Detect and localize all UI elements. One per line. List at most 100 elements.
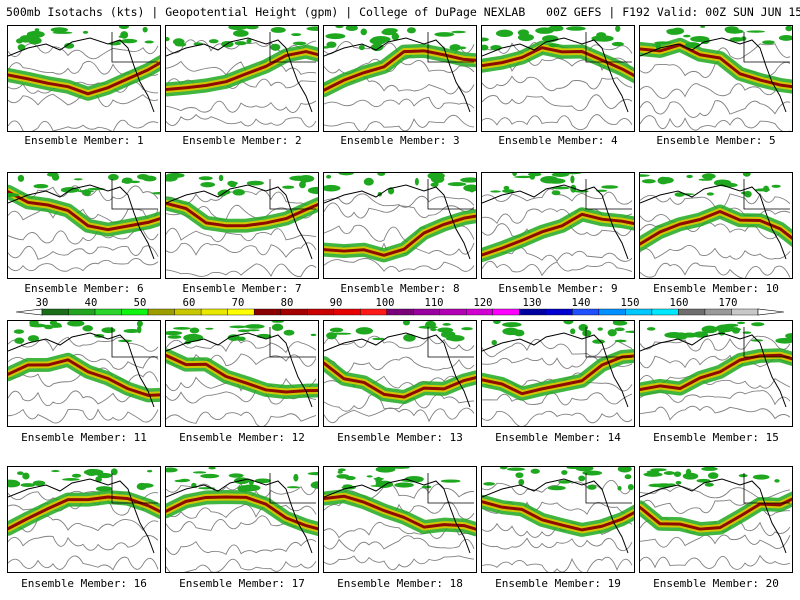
isotach-patch [77,189,95,193]
isotach-patch [391,467,410,469]
isotach-patch [218,174,224,182]
isotach-patch [246,180,264,186]
height-contour [166,113,317,128]
height-contour [166,60,317,76]
isotach-patch [582,329,592,337]
colorbar-segment [413,308,440,316]
isotach-patch [601,185,619,189]
colorbar-segment [572,308,600,316]
height-contour [640,262,791,278]
isotach-band [482,46,634,78]
isotach-patch [430,328,437,332]
ensemble-member-label: Ensemble Member: 14 [495,431,621,444]
colorbar-segment [147,308,175,316]
isotach-patch [120,38,138,44]
isotach-patch [612,321,628,326]
ensemble-member-label: Ensemble Member: 8 [340,282,460,295]
isotach-patch [118,26,130,30]
political-border [585,179,632,210]
wind-speed-colorbar: 30 40 50 60 70 80 90 100 110 120 130 140 150 160 170 [0,296,800,320]
isotach-map [166,26,318,128]
isotach-patch [614,327,625,332]
ensemble-map-panel [7,172,161,279]
height-contour [482,260,633,277]
isotach-patch [33,184,49,189]
ensemble-map-panel [323,466,477,573]
political-border [269,327,316,358]
political-border [585,32,632,63]
height-contour [324,258,475,273]
isotach-patch [174,479,188,483]
isotach-patch [363,177,374,186]
height-contour [8,228,159,245]
isotach-patch [336,474,350,479]
isotach-patch [51,470,60,473]
isotach-patch [574,190,589,193]
isotach-map [324,26,476,131]
isotach-band [324,49,476,92]
isotach-patch [229,325,248,329]
isotach-patch [198,176,213,181]
colorbar-tick-label: 150 [621,297,640,309]
isotach-patch [325,33,346,40]
isotach-patch [731,327,740,334]
isotach-map [640,26,792,131]
isotach-band [640,353,792,391]
isotach-patch [306,26,318,31]
isotach-patch [49,321,58,326]
isotach-patch [136,321,143,328]
isotach-patch [270,27,286,33]
isotach-patch [597,327,603,331]
isotach-patch [490,190,501,193]
map-title: 500mb Isotachs (kts) | Geopotential Heig… [6,5,800,19]
coastline [166,478,313,554]
isotach-patch [512,173,517,177]
isotach-patch [692,331,709,338]
isotach-patch [490,45,502,51]
isotach-patch [742,173,751,177]
isotach-patch [17,174,25,182]
isotach-patch [663,471,675,475]
isotach-map [482,173,634,277]
height-contour [482,338,633,358]
isotach-patch [13,329,25,334]
isotach-patch [503,185,510,191]
ensemble-member-label: Ensemble Member: 20 [653,577,779,590]
height-contour [640,115,791,131]
isotach-patch [551,190,561,196]
isotach-patch [723,323,739,327]
isotach-patch [502,322,522,328]
ensemble-member-label: Ensemble Member: 1 [24,134,144,147]
isotach-patch [148,175,155,181]
isotach-patch [270,43,281,51]
colorbar-segment [545,308,573,316]
colorbar-segment [492,308,520,316]
isotach-patch [684,42,701,49]
isotach-patch [762,40,775,45]
colorbar-tick-label: 120 [474,297,493,309]
isotach-patch [50,27,69,33]
colorbar-tick-label: 130 [523,297,542,309]
colorbar-tick-label: 50 [134,297,147,309]
ensemble-map-panel [639,172,793,279]
isotach-patch [570,328,576,335]
colorbar-segment [651,308,679,316]
isotach-patch [666,28,682,35]
isotach-patch [34,28,40,32]
isotach-patch [326,41,337,48]
colorbar-segment [94,308,122,316]
isotach-patch [151,191,160,195]
isotach-patch [615,26,621,32]
isotach-patch [110,468,118,476]
isotach-patch [29,323,47,328]
isotach-patch [737,321,746,325]
isotach-patch [754,188,771,192]
coastline [166,332,313,408]
coastline [8,478,155,554]
isotach-patch [746,30,765,33]
isotach-patch [686,174,693,179]
colorbar-tick-label: 60 [183,297,196,309]
isotach-patch [726,29,744,34]
colorbar-tick-label: 110 [425,297,444,309]
coastline [324,332,471,408]
